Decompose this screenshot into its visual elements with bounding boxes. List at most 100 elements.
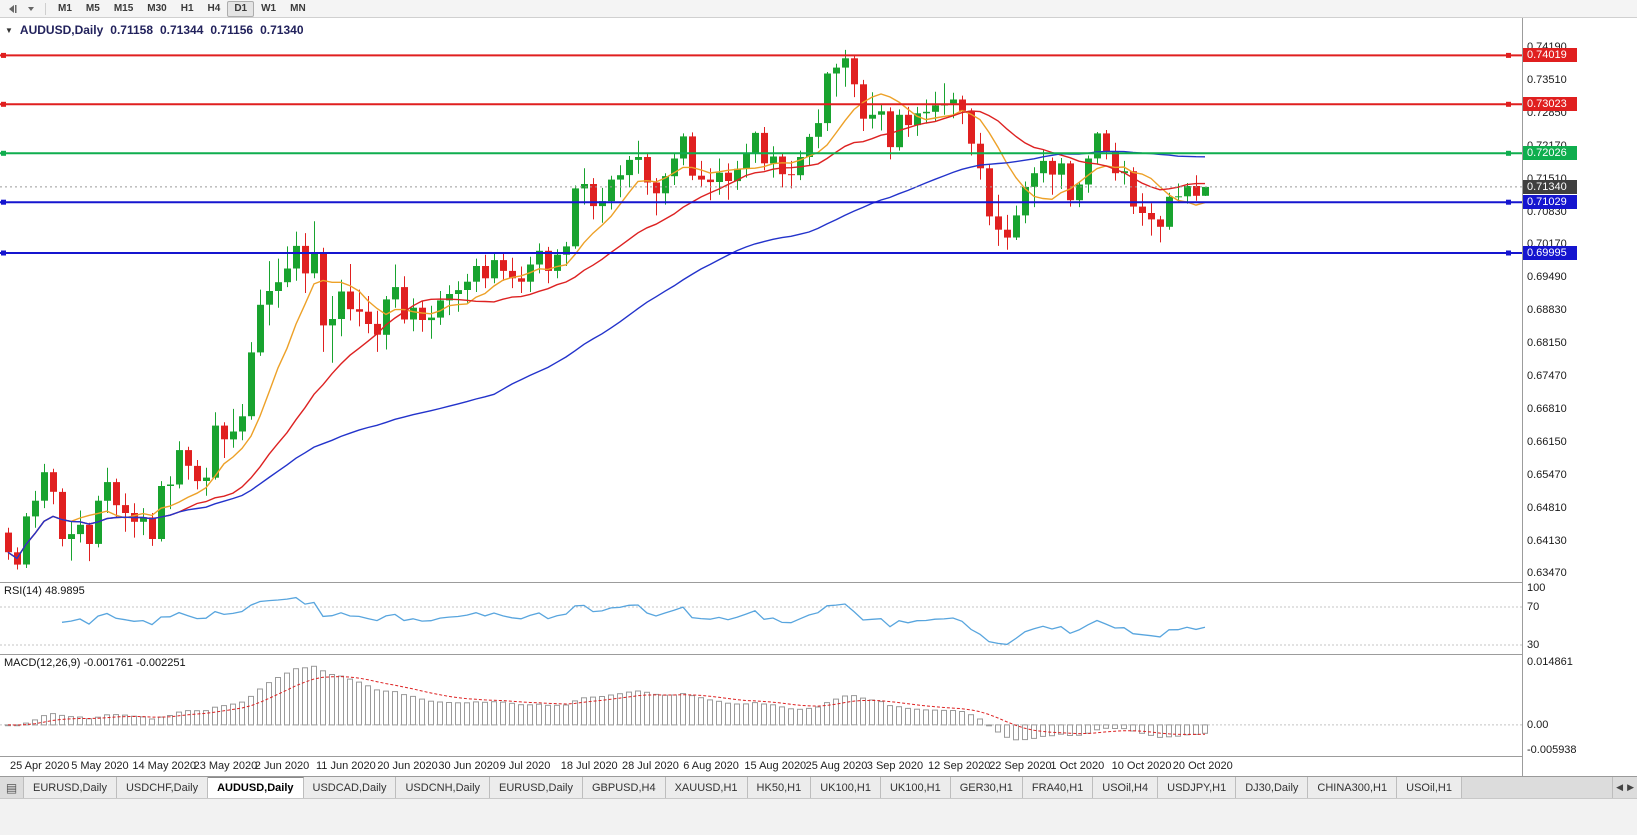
chart-tab-hk50-h1[interactable]: HK50,H1 xyxy=(747,777,812,798)
ohlc-high: 0.71344 xyxy=(160,23,204,37)
current-price-tag[interactable]: 0.71340 xyxy=(1523,179,1577,194)
price-scale-label: 0.68150 xyxy=(1527,337,1567,350)
macd-label: MACD(12,26,9) -0.001761 -0.002251 xyxy=(4,657,186,669)
timeframe-button-m1[interactable]: M1 xyxy=(58,2,72,14)
price-scale-label: 0.69490 xyxy=(1527,271,1567,284)
date-label: 22 Sep 2020 xyxy=(989,760,1052,772)
chart-tab-uk100-h1[interactable]: UK100,H1 xyxy=(880,777,951,798)
panel-separator[interactable] xyxy=(0,654,1637,655)
macd-indicator-panel[interactable] xyxy=(0,654,1522,756)
macd-scale-label: 0.014861 xyxy=(1527,656,1573,668)
timeframe-button-w1[interactable]: W1 xyxy=(261,2,277,14)
price-scale-label: 0.66810 xyxy=(1527,402,1567,415)
chart-tab-ger30-h1[interactable]: GER30,H1 xyxy=(950,777,1023,798)
date-label: 12 Sep 2020 xyxy=(928,760,991,772)
chart-tab-usoil-h4[interactable]: USOil,H4 xyxy=(1093,777,1159,798)
rsi-label: RSI(14) 48.9895 xyxy=(4,585,85,597)
panel-separator[interactable] xyxy=(0,582,1637,583)
date-label: 5 May 2020 xyxy=(71,760,129,772)
candlestick-chart[interactable] xyxy=(0,18,1522,582)
timeframe-button-m5[interactable]: M5 xyxy=(85,2,100,14)
date-label: 18 Jul 2020 xyxy=(560,760,618,772)
symbol-period-label: AUDUSD,Daily xyxy=(19,23,104,37)
date-label: 3 Sep 2020 xyxy=(866,760,924,772)
price-scale-label: 0.68830 xyxy=(1527,304,1567,317)
price-axis[interactable]: 0.741900.735100.728500.721700.715100.708… xyxy=(1522,18,1637,776)
status-bar xyxy=(0,798,1637,835)
date-label: 30 Jun 2020 xyxy=(438,760,499,772)
chart-tab-eurusd-daily[interactable]: EURUSD,Daily xyxy=(24,777,117,798)
chart-tab-dj30-daily[interactable]: DJ30,Daily xyxy=(1236,777,1309,798)
charts-list-icon[interactable]: ▤ xyxy=(0,777,24,798)
date-label: 20 Oct 2020 xyxy=(1172,760,1233,772)
price-scale-label: 0.63470 xyxy=(1527,567,1567,580)
collapse-triangle-icon[interactable]: ▼ xyxy=(5,25,13,35)
chart-tab-eurusd-daily[interactable]: EURUSD,Daily xyxy=(490,777,583,798)
hline-price-tag[interactable]: 0.74019 xyxy=(1523,48,1577,63)
dropdown-caret-icon[interactable] xyxy=(22,1,40,16)
chart-tab-gbpusd-h4[interactable]: GBPUSD,H4 xyxy=(583,777,666,798)
toolbar: M1 M5 M15 M30 H1 H4 D1 W1 MN xyxy=(0,0,1637,18)
rsi-scale-label: 100 xyxy=(1527,582,1546,594)
timeframe-button-h4[interactable]: H4 xyxy=(207,2,221,14)
date-label: 23 May 2020 xyxy=(193,760,258,772)
chart-tab-usdjpy-h1[interactable]: USDJPY,H1 xyxy=(1158,777,1237,798)
time-axis[interactable]: 25 Apr 2020 5 May 2020 14 May 2020 23 May 2… xyxy=(0,756,1522,776)
timeframe-buttons: M1 M5 M15 M30 H1 H4 D1 W1 MN xyxy=(51,0,313,17)
ohlc-close: 0.71340 xyxy=(260,23,304,37)
chart-window: ▼ AUDUSD,Daily 0.71158 0.71344 0.71156 0… xyxy=(0,18,1637,776)
date-label: 25 Apr 2020 xyxy=(10,760,70,772)
price-scale-label: 0.73510 xyxy=(1527,73,1567,86)
chart-tab-china300-h1[interactable]: CHINA300,H1 xyxy=(1308,777,1398,798)
date-label: 10 Oct 2020 xyxy=(1111,760,1172,772)
timeframe-button-m15[interactable]: M15 xyxy=(113,2,134,14)
date-label: 11 Jun 2020 xyxy=(316,760,376,772)
price-scale-label: 0.67470 xyxy=(1527,370,1567,382)
date-label: 9 Jul 2020 xyxy=(499,760,551,772)
rsi-scale-label: 70 xyxy=(1527,601,1540,613)
chart-tabs: EURUSD,Daily USDCHF,Daily AUDUSD,Daily USDC… xyxy=(24,777,1462,798)
chart-tab-usoil-h1[interactable]: USOil,H1 xyxy=(1397,777,1462,798)
timeframe-button-d1[interactable]: D1 xyxy=(227,0,255,17)
hline-price-tag[interactable]: 0.73023 xyxy=(1523,97,1577,112)
chart-tab-xauusd-h1[interactable]: XAUUSD,H1 xyxy=(665,777,748,798)
price-scale-label: 0.66150 xyxy=(1527,435,1567,448)
chart-tab-usdcnh-daily[interactable]: USDCNH,Daily xyxy=(396,777,491,798)
hline-price-tag[interactable]: 0.69995 xyxy=(1523,245,1577,260)
chart-title: ▼ AUDUSD,Daily 0.71158 0.71344 0.71156 0… xyxy=(5,23,304,37)
chart-tab-fra40-h1[interactable]: FRA40,H1 xyxy=(1022,777,1094,798)
chart-tab-usdcad-daily[interactable]: USDCAD,Daily xyxy=(303,777,397,798)
chart-tab-bar: ▤ EURUSD,Daily USDCHF,Daily AUDUSD,Daily US… xyxy=(0,776,1637,798)
price-scale-label: 0.64810 xyxy=(1527,501,1567,514)
date-label: 15 Aug 2020 xyxy=(744,760,807,772)
date-label: 2 Jun 2020 xyxy=(254,760,310,772)
panel-separator xyxy=(0,756,1637,757)
price-scale-label: 0.65470 xyxy=(1527,468,1567,481)
tab-scroll-right-icon[interactable]: ▶ xyxy=(1627,782,1634,792)
tab-scroll-left-icon[interactable]: ◀ xyxy=(1616,782,1624,792)
date-label: 6 Aug 2020 xyxy=(683,760,739,772)
chart-tab-usdchf-daily[interactable]: USDCHF,Daily xyxy=(116,777,209,798)
ohlc-open: 0.71158 xyxy=(110,23,153,37)
chart-tab-audusd-daily[interactable]: AUDUSD,Daily xyxy=(208,777,304,798)
chart-shift-icon[interactable] xyxy=(3,1,21,16)
ohlc-low: 0.71156 xyxy=(210,23,254,37)
timeframe-button-mn[interactable]: MN xyxy=(290,2,306,14)
hline-price-tag[interactable]: 0.71029 xyxy=(1523,195,1577,210)
rsi-indicator-panel[interactable] xyxy=(0,582,1522,654)
chart-tab-uk100-h1[interactable]: UK100,H1 xyxy=(811,777,881,798)
macd-scale-label: 0.00 xyxy=(1527,718,1549,731)
timeframe-button-h1[interactable]: H1 xyxy=(180,2,194,14)
date-label: 1 Oct 2020 xyxy=(1050,760,1105,772)
toolbar-separator xyxy=(45,2,46,15)
tab-scroll-arrows: ◀ ▶ xyxy=(1612,777,1637,798)
price-scale-label: 0.64130 xyxy=(1527,534,1567,547)
timeframe-button-m30[interactable]: M30 xyxy=(147,2,167,14)
date-label: 20 Jun 2020 xyxy=(377,760,438,772)
macd-scale-label: -0.005938 xyxy=(1527,744,1577,756)
date-label: 25 Aug 2020 xyxy=(805,760,868,772)
hline-price-tag[interactable]: 0.72026 xyxy=(1523,146,1577,161)
date-label: 14 May 2020 xyxy=(132,760,196,772)
date-label: 28 Jul 2020 xyxy=(622,760,679,772)
